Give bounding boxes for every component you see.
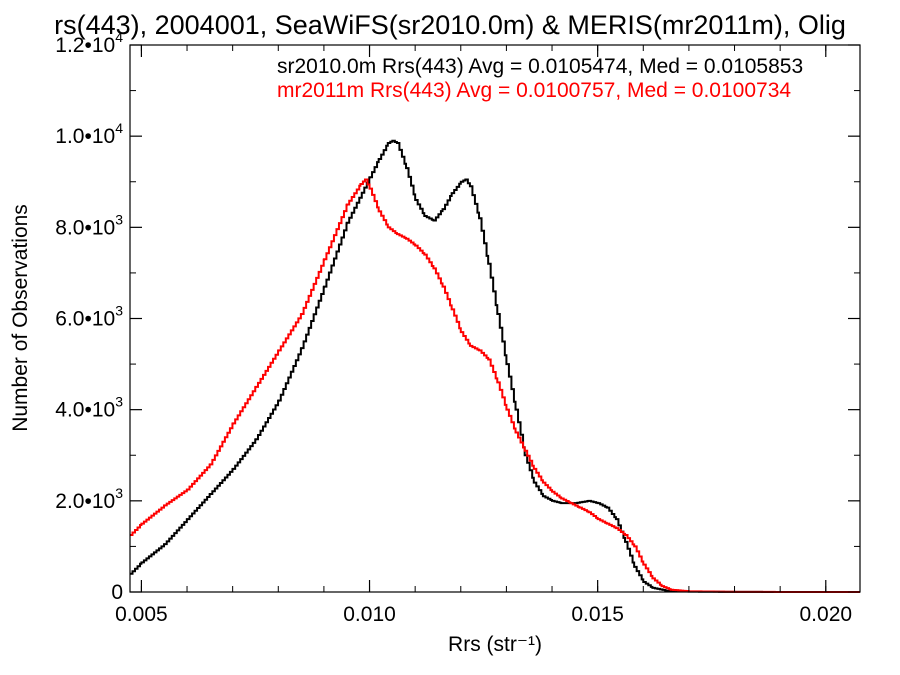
plot-frame: [129, 44, 861, 593]
x-tick-label: 0.005: [115, 603, 168, 626]
y-tick-label: 4.0•103: [55, 394, 123, 422]
y-tick-label: 1.0•104: [55, 120, 123, 148]
y-axis-ticks: 0 2.0•103 4.0•103 6.0•103 8.0•103 1.0•104 1.2•…: [55, 29, 860, 604]
x-axis-ticks: 0.005 0.010 0.015 0.020: [115, 45, 852, 626]
x-axis-label: Rrs (str⁻¹): [448, 633, 542, 656]
series-line-0: [130, 139, 860, 593]
x-tick-label: 0.020: [800, 603, 853, 626]
y-axis-label: Number of Observations: [9, 204, 32, 432]
plot-lines: [130, 139, 860, 593]
y-tick-label: 8.0•103: [55, 211, 123, 239]
series-line-1: [130, 178, 860, 593]
legend-entry-mr2011: mr2011m Rrs(443) Avg = 0.0100757, Med = …: [277, 79, 791, 102]
legend: sr2010.0m Rrs(443) Avg = 0.0105474, Med …: [277, 55, 803, 102]
y-tick-label: 1.2•104: [55, 29, 123, 57]
legend-entry-sr2010: sr2010.0m Rrs(443) Avg = 0.0105474, Med …: [277, 55, 803, 78]
y-tick-label: 0: [111, 581, 123, 604]
x-tick-label: 0.010: [343, 603, 396, 626]
y-tick-label: 6.0•103: [55, 303, 123, 331]
y-tick-label: 2.0•103: [55, 485, 123, 513]
chart-title: rs(443), 2004001, SeaWiFS(sr2010.0m) & M…: [54, 10, 846, 40]
x-tick-label: 0.015: [571, 603, 624, 626]
